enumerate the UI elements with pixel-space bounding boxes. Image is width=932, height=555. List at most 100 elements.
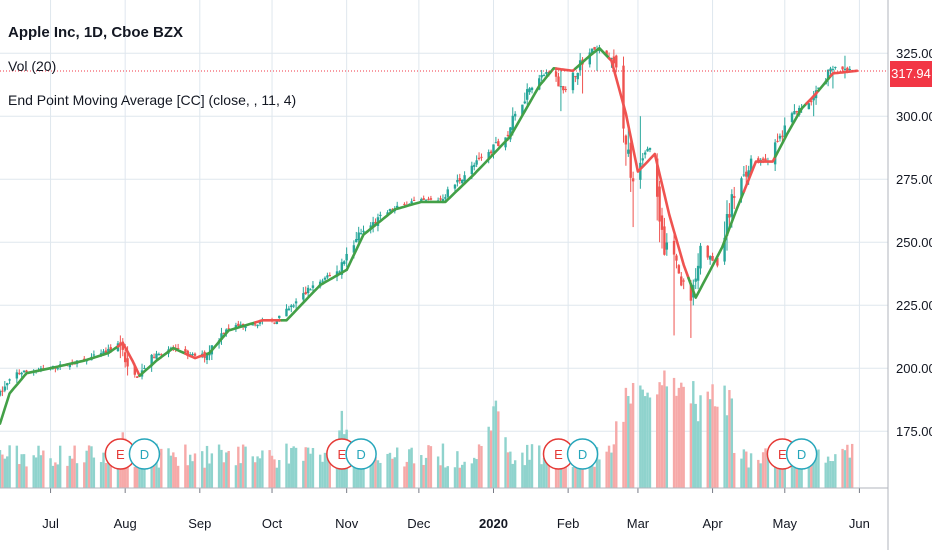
- volume-bar: [759, 463, 762, 488]
- volume-bar: [422, 464, 425, 488]
- candle-body: [222, 332, 226, 334]
- volume-bar: [595, 447, 599, 488]
- volume-bar: [116, 453, 120, 488]
- volume-bar: [75, 463, 79, 488]
- badge-letter: E: [338, 447, 347, 462]
- dividend-badge[interactable]: D: [566, 438, 599, 470]
- candle-body: [622, 65, 625, 129]
- candle-body: [689, 283, 693, 301]
- candle-body: [843, 68, 847, 70]
- volume-bar: [473, 457, 476, 488]
- candle-body: [728, 214, 731, 218]
- candle-body: [362, 230, 365, 233]
- candle-body: [730, 194, 734, 217]
- volume-bar: [639, 385, 642, 488]
- volume-bar: [733, 452, 736, 488]
- dividend-badge[interactable]: D: [785, 438, 818, 470]
- candle-body: [239, 324, 242, 326]
- candle-body: [477, 157, 481, 160]
- volume-bar: [713, 406, 717, 488]
- badge-letter: E: [554, 447, 563, 462]
- volume-bar: [711, 384, 714, 488]
- volume-bar: [571, 467, 575, 488]
- volume-bar: [581, 454, 584, 488]
- candle-body: [631, 178, 635, 182]
- earnings-badge[interactable]: E: [542, 438, 575, 470]
- volume-bar: [812, 451, 815, 488]
- volume-bar: [304, 447, 307, 488]
- volume-bar: [150, 455, 153, 488]
- candle-body: [412, 199, 416, 201]
- volume-bar: [525, 444, 529, 488]
- volume-bar: [559, 463, 563, 488]
- candle-body: [742, 174, 746, 176]
- candle-body: [694, 278, 697, 282]
- volume-bar: [410, 447, 413, 488]
- candle-body: [672, 240, 676, 255]
- volume-bar: [643, 396, 647, 488]
- volume-bar: [757, 459, 760, 488]
- candle-body: [109, 347, 112, 353]
- volume-bar: [369, 451, 372, 488]
- volume-bar: [87, 445, 91, 488]
- ma-segment-rising: [205, 321, 257, 356]
- volume-bar: [624, 387, 628, 488]
- volume-bar: [167, 448, 170, 488]
- badge-letter: D: [356, 447, 365, 462]
- volume-bar: [523, 465, 526, 488]
- volume-bar: [487, 426, 490, 488]
- volume-bar: [326, 453, 329, 488]
- candle-body: [764, 158, 767, 162]
- volume-legend[interactable]: Vol (20): [8, 58, 57, 74]
- chart-title[interactable]: Apple Inc, 1D, Cboe BZX: [8, 24, 184, 41]
- volume-bar: [655, 394, 659, 488]
- candle-body: [343, 261, 346, 264]
- candle-body: [403, 203, 406, 205]
- volume-bar: [203, 467, 206, 488]
- dividend-badge[interactable]: D: [345, 438, 377, 470]
- badge-circle: [566, 438, 599, 470]
- volume-bar: [51, 465, 55, 488]
- candle-body: [807, 103, 811, 110]
- candle-body: [733, 196, 736, 198]
- candle-body: [273, 322, 276, 324]
- candle-body: [817, 87, 820, 89]
- volume-bar: [424, 457, 428, 488]
- candle-body: [441, 198, 445, 202]
- candle-body: [749, 158, 753, 173]
- volume-bar: [829, 461, 832, 488]
- volume-bar: [740, 458, 743, 488]
- volume-bar: [32, 455, 35, 488]
- volume-bar: [843, 450, 847, 488]
- y-tick-label: 275.00: [896, 172, 932, 187]
- candle-body: [285, 308, 288, 317]
- volume-bar: [477, 444, 481, 488]
- volume-bar: [140, 451, 144, 488]
- volume-bar: [302, 460, 305, 488]
- candle-body: [227, 328, 230, 330]
- ma-segment-falling: [829, 69, 859, 78]
- candle-body: [461, 179, 464, 184]
- volume-bar: [689, 403, 693, 488]
- candle-body: [834, 66, 837, 68]
- candle-body: [251, 324, 254, 326]
- volume-bar: [42, 450, 45, 488]
- dividend-badge[interactable]: D: [128, 438, 161, 470]
- candle-body: [15, 372, 19, 379]
- candle-body: [699, 245, 702, 269]
- indicator-legend[interactable]: End Point Moving Average [CC] (close, , …: [8, 92, 297, 108]
- volume-bar: [294, 447, 298, 488]
- candle-body: [68, 363, 72, 368]
- ma-segment-falling: [805, 89, 820, 105]
- ma-segment-rising: [687, 190, 746, 299]
- candle-body: [706, 245, 709, 258]
- candle-body: [176, 348, 180, 350]
- volume-bar: [795, 453, 799, 488]
- candle-body: [427, 198, 430, 200]
- volume-bar: [253, 462, 257, 488]
- volume-bar: [239, 463, 242, 488]
- volume-bar: [270, 455, 274, 488]
